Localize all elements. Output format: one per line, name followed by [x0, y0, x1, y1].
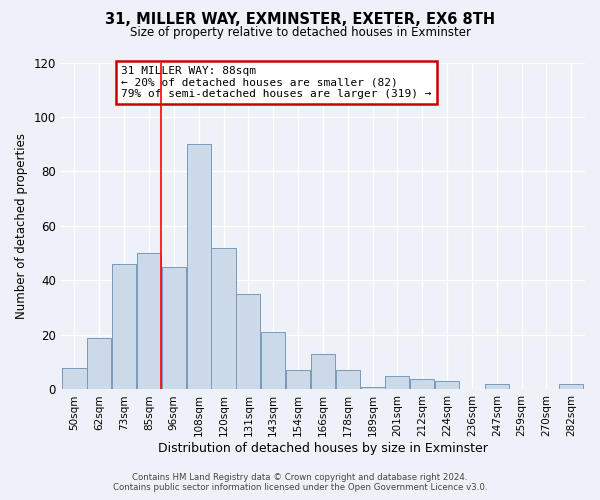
Bar — [385, 376, 409, 390]
Bar — [187, 144, 211, 390]
Text: 31 MILLER WAY: 88sqm
← 20% of detached houses are smaller (82)
79% of semi-detac: 31 MILLER WAY: 88sqm ← 20% of detached h… — [121, 66, 431, 99]
Bar — [485, 384, 509, 390]
Bar — [286, 370, 310, 390]
Bar — [311, 354, 335, 390]
Bar — [211, 248, 236, 390]
Bar — [335, 370, 360, 390]
Text: Contains HM Land Registry data © Crown copyright and database right 2024.
Contai: Contains HM Land Registry data © Crown c… — [113, 473, 487, 492]
Bar — [87, 338, 112, 390]
Bar — [137, 253, 161, 390]
Bar — [435, 382, 459, 390]
Text: Size of property relative to detached houses in Exminster: Size of property relative to detached ho… — [130, 26, 470, 39]
Bar — [162, 267, 186, 390]
Bar — [236, 294, 260, 390]
X-axis label: Distribution of detached houses by size in Exminster: Distribution of detached houses by size … — [158, 442, 488, 455]
Bar — [261, 332, 285, 390]
Bar — [410, 378, 434, 390]
Bar — [62, 368, 86, 390]
Text: 31, MILLER WAY, EXMINSTER, EXETER, EX6 8TH: 31, MILLER WAY, EXMINSTER, EXETER, EX6 8… — [105, 12, 495, 28]
Y-axis label: Number of detached properties: Number of detached properties — [15, 133, 28, 319]
Bar — [112, 264, 136, 390]
Bar — [361, 386, 385, 390]
Bar — [559, 384, 583, 390]
